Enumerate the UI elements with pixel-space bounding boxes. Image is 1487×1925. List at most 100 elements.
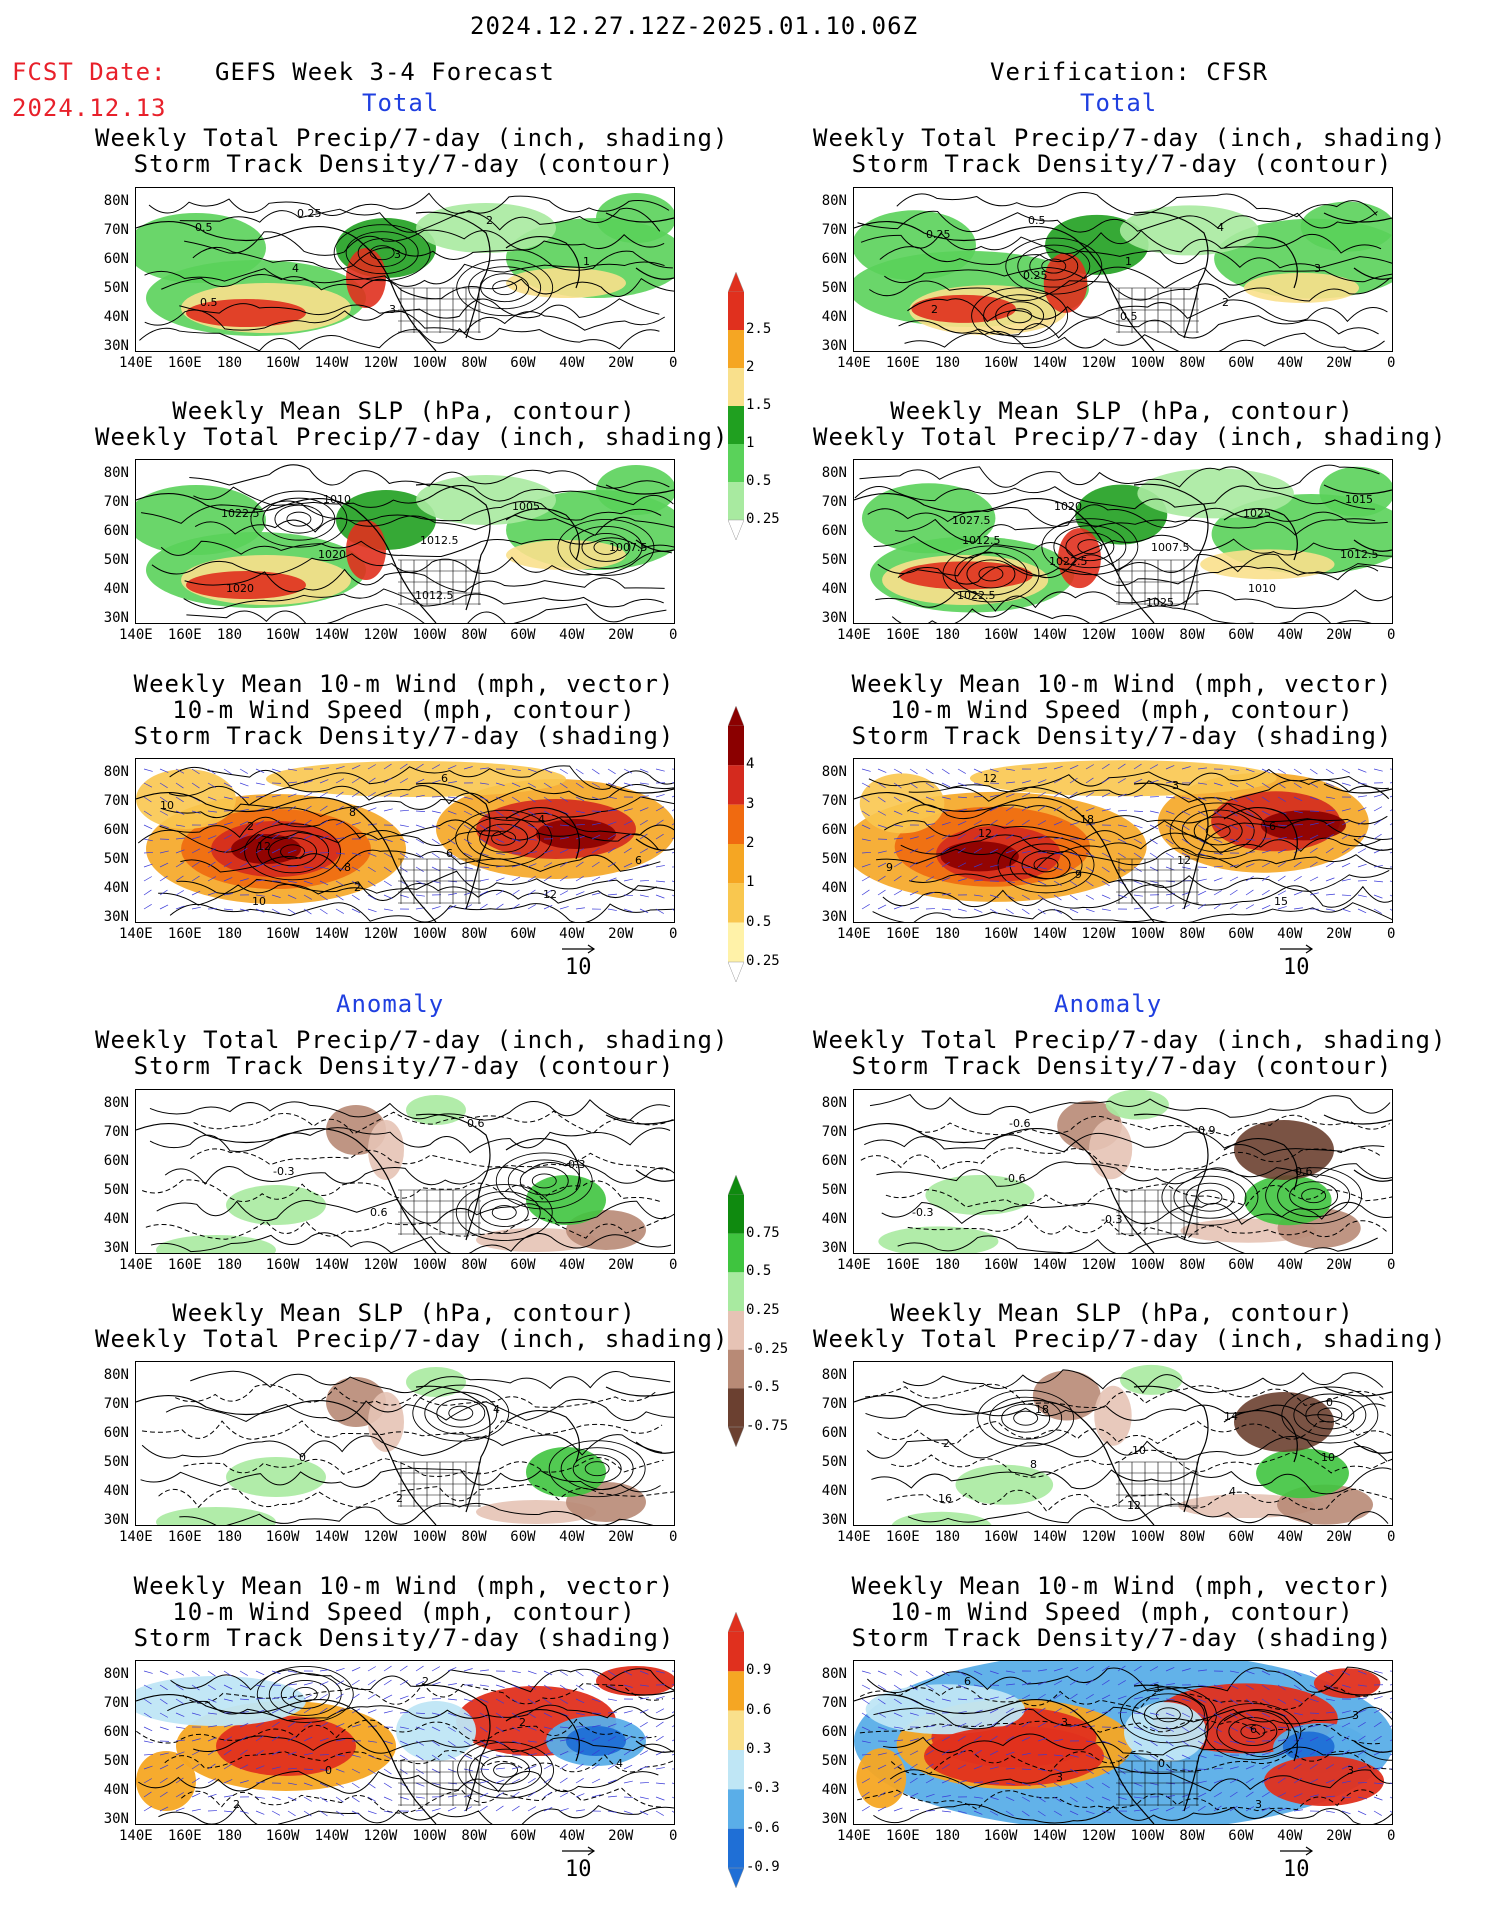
wind-vector — [575, 810, 585, 814]
contour-line — [882, 884, 1392, 909]
lon-label: 140E — [837, 1828, 871, 1844]
wind-vector — [175, 1764, 184, 1770]
wind-vector — [1181, 852, 1191, 858]
lat-label: 80N — [103, 1666, 129, 1682]
shading-blob — [861, 483, 996, 554]
wind-vector — [1293, 891, 1303, 896]
wind-vector — [957, 768, 966, 774]
shading-blob — [136, 1676, 306, 1726]
contour-line — [897, 565, 1379, 587]
wind-vector — [1245, 875, 1254, 882]
wind-vector — [1037, 805, 1046, 812]
wind-vector — [527, 810, 536, 816]
contour-line — [156, 1198, 674, 1224]
wind-vector — [1325, 834, 1334, 840]
wind-vector — [1005, 1767, 1015, 1770]
wind-vector — [1197, 810, 1206, 817]
wind-vector — [175, 1670, 185, 1676]
lat-label: 60N — [821, 1425, 847, 1441]
contour-ring — [977, 1389, 1075, 1447]
wind-vector — [255, 1810, 265, 1815]
wind-vector — [957, 1722, 967, 1728]
contour-ring — [480, 273, 530, 303]
contour-ring — [989, 1396, 1063, 1440]
wind-vector — [383, 1810, 393, 1813]
lon-label: 160W — [265, 1828, 300, 1844]
vector-reference — [1278, 1845, 1318, 1857]
shading-blob — [911, 294, 1016, 323]
wind-vector — [1341, 878, 1351, 882]
contour-label: 3 — [1056, 1771, 1063, 1784]
wind-vector — [335, 778, 345, 784]
contour-line — [907, 802, 1388, 825]
contour-line — [902, 1369, 1384, 1394]
wind-vector — [175, 1698, 184, 1705]
wind-vector — [447, 838, 456, 845]
wind-vector — [511, 1766, 521, 1770]
wind-vector — [1293, 1793, 1303, 1798]
lon-label: 120W — [1081, 1257, 1116, 1273]
wind-vector — [861, 851, 872, 854]
wind-vector — [143, 768, 153, 772]
wind-vector — [941, 782, 951, 788]
wind-vector — [1165, 1795, 1175, 1798]
wind-vector — [655, 1767, 665, 1770]
wind-vector — [511, 768, 521, 772]
wind-vector — [1085, 1782, 1094, 1789]
wind-vector — [527, 1753, 537, 1756]
wind-vector — [925, 847, 934, 854]
wind-vector — [893, 837, 903, 840]
shading-blob — [476, 1500, 596, 1524]
wind-vector — [239, 1710, 249, 1714]
wind-vector — [973, 894, 983, 897]
lon-label: 40W — [559, 926, 585, 942]
shading-blob — [346, 520, 386, 580]
colorbar-label: 2.5 — [746, 321, 772, 337]
lat-label: 80N — [821, 193, 847, 209]
shading-blob — [1256, 1448, 1349, 1499]
shading-blob — [1032, 1370, 1101, 1421]
wind-vector — [1165, 824, 1174, 830]
lon-label: 100W — [412, 355, 447, 371]
wind-vector — [1005, 894, 1015, 900]
contour-ring — [1240, 1724, 1266, 1739]
wind-vector — [877, 875, 886, 882]
wind-vector — [1069, 866, 1079, 872]
wind-vector — [175, 1792, 184, 1798]
wind-vector — [303, 1721, 312, 1728]
wind-vector — [607, 809, 617, 812]
colorbar-label: 0.3 — [746, 1741, 772, 1757]
contour-line — [160, 537, 674, 557]
wind-vector — [271, 894, 281, 898]
wind-vector — [639, 1735, 648, 1742]
wind-vector — [175, 1751, 185, 1756]
contour-label: 8 — [344, 861, 351, 874]
lon-label: 180 — [216, 1828, 243, 1844]
wind-vector — [287, 806, 296, 812]
wind-vector — [1293, 1670, 1302, 1677]
wind-vector — [607, 782, 617, 787]
wind-vector — [1325, 1736, 1334, 1742]
wind-vector — [1101, 1810, 1111, 1813]
wind-vector — [543, 1764, 553, 1770]
wind-vector — [367, 1740, 377, 1743]
wind-vector — [383, 894, 393, 899]
wind-vector — [415, 1665, 424, 1672]
wind-vector — [1213, 810, 1222, 817]
wind-vector — [1341, 1710, 1351, 1714]
colorbar-swatch — [728, 1710, 744, 1750]
lon-label: 20W — [608, 1828, 634, 1844]
lat-label: 30N — [103, 610, 129, 626]
wind-vector — [1277, 1808, 1287, 1812]
wind-vector — [1149, 810, 1159, 814]
shading-blob — [924, 1726, 1104, 1786]
lat-label: 60N — [103, 1425, 129, 1441]
wind-vector — [351, 1782, 360, 1789]
wind-vector — [239, 1684, 249, 1689]
wind-vector — [239, 820, 249, 826]
wind-vector — [447, 1726, 456, 1732]
wind-vector — [415, 880, 425, 885]
wind-vector — [1341, 808, 1351, 812]
wind-vector — [351, 1796, 360, 1803]
wind-vector — [1101, 1768, 1110, 1775]
